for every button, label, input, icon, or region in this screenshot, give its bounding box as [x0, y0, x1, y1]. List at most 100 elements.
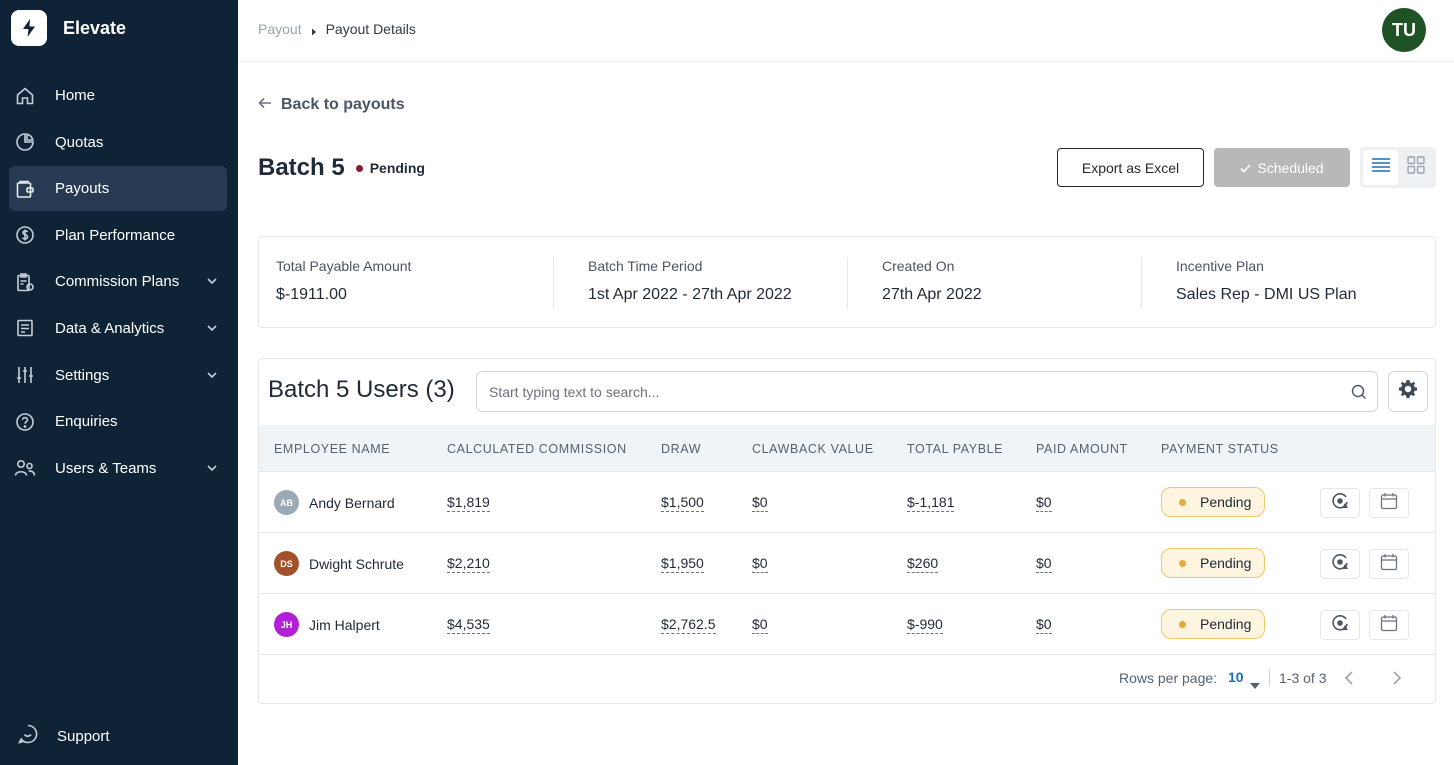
page-range: 1-3 of 3: [1279, 670, 1327, 686]
employee-name: Andy Bernard: [309, 494, 395, 511]
calendar-icon: [1380, 614, 1398, 637]
table-pagination: Rows per page: 10 1-3 of 3: [259, 657, 1435, 703]
commission-value[interactable]: $2,210: [447, 555, 490, 573]
sidebar-item-data-analytics[interactable]: Data & Analytics: [9, 306, 227, 351]
rows-per-page-label: Rows per page:: [1119, 670, 1218, 686]
status-badge: Pending: [369, 160, 425, 176]
refresh-user-icon: [1330, 613, 1350, 638]
recalculate-button[interactable]: [1320, 549, 1360, 579]
column-header-employee-name[interactable]: EMPLOYEE NAME: [274, 442, 391, 456]
sidebar-item-commission-plans[interactable]: Commission Plans: [9, 259, 227, 304]
list-icon: [1371, 157, 1391, 178]
sidebar-item-quotas[interactable]: Quotas: [9, 120, 227, 165]
recalculate-button[interactable]: [1320, 488, 1360, 518]
calendar-button[interactable]: [1369, 488, 1409, 518]
employee-cell: JH Jim Halpert: [274, 612, 380, 637]
page-title-area: Batch 5 Pending: [258, 154, 425, 182]
total-payable-value[interactable]: $-1,181: [907, 494, 955, 512]
draw-value[interactable]: $2,762.5: [661, 616, 716, 634]
total-payable-value[interactable]: $-990: [907, 616, 943, 634]
avatar: AB: [274, 490, 299, 515]
previous-page-button[interactable]: [1344, 670, 1354, 691]
summary-incentive-plan: Incentive Plan Sales Rep - DMI US Plan: [1141, 237, 1435, 327]
recalculate-button[interactable]: [1320, 610, 1360, 640]
clawback-value[interactable]: $0: [752, 616, 768, 634]
search-icon[interactable]: [1351, 384, 1367, 400]
paid-amount-value[interactable]: $0: [1036, 555, 1052, 573]
sidebar-nav: Home Quotas Payouts Plan Performance Com…: [9, 73, 227, 492]
list-view-button[interactable]: [1363, 150, 1398, 185]
next-page-button[interactable]: [1392, 670, 1402, 691]
commission-value[interactable]: $1,819: [447, 494, 490, 512]
batch-users-card: Batch 5 Users (3) EMPLOYEE NAME CALCULAT…: [258, 358, 1436, 704]
payment-status-badge: Pending: [1161, 609, 1265, 639]
gear-icon: [1398, 379, 1418, 404]
employee-cell: AB Andy Bernard: [274, 490, 395, 515]
column-header-clawback-value[interactable]: CLAWBACK VALUE: [752, 442, 874, 456]
sidebar-item-settings[interactable]: Settings: [9, 353, 227, 398]
refresh-user-icon: [1330, 491, 1350, 516]
brand[interactable]: Elevate: [11, 10, 126, 46]
column-header-payment-status[interactable]: PAYMENT STATUS: [1161, 442, 1279, 456]
employee-name: Jim Halpert: [309, 616, 380, 633]
calendar-button[interactable]: [1369, 610, 1409, 640]
payment-status-badge: Pending: [1161, 548, 1265, 578]
scheduled-button[interactable]: Scheduled: [1214, 148, 1350, 187]
chevron-down-icon: [205, 321, 219, 335]
breadcrumb: Payout Payout Details: [258, 21, 416, 37]
table-header: EMPLOYEE NAME CALCULATED COMMISSION DRAW…: [259, 425, 1435, 472]
export-excel-button[interactable]: Export as Excel: [1057, 148, 1204, 187]
check-icon: [1240, 160, 1251, 176]
chevron-down-icon: [205, 461, 219, 475]
caret-down-icon[interactable]: [1250, 676, 1260, 694]
sidebar-item-home[interactable]: Home: [9, 73, 227, 118]
avatar: JH: [274, 612, 299, 637]
paid-amount-value[interactable]: $0: [1036, 616, 1052, 634]
home-icon: [14, 85, 36, 107]
search-box: [476, 371, 1378, 412]
draw-value[interactable]: $1,500: [661, 494, 704, 512]
caret-right-icon: [310, 24, 318, 36]
dollar-circle-icon: [14, 224, 36, 246]
chat-bubble-icon: [17, 723, 39, 750]
back-to-payouts-link[interactable]: Back to payouts: [258, 96, 405, 114]
search-input[interactable]: [477, 372, 1337, 411]
table-settings-button[interactable]: [1388, 371, 1428, 412]
users-section-title: Batch 5 Users (3): [268, 376, 455, 403]
sidebar-item-payouts[interactable]: Payouts: [9, 166, 227, 212]
sidebar-item-users-teams[interactable]: Users & Teams: [9, 446, 227, 491]
status-dot: [1179, 620, 1186, 628]
breadcrumb-payout-link[interactable]: Payout: [258, 21, 302, 37]
calendar-icon: [1380, 553, 1398, 576]
wallet-icon: [14, 178, 36, 200]
column-header-draw[interactable]: DRAW: [661, 442, 702, 456]
column-header-paid-amount[interactable]: PAID AMOUNT: [1036, 442, 1128, 456]
grid-icon: [1406, 156, 1425, 179]
clawback-value[interactable]: $0: [752, 555, 768, 573]
draw-value[interactable]: $1,950: [661, 555, 704, 573]
page-title: Batch 5: [258, 154, 345, 181]
paid-amount-value[interactable]: $0: [1036, 494, 1052, 512]
sidebar: Elevate Home Quotas Payouts Plan Perform…: [0, 0, 238, 765]
pie-chart-icon: [14, 131, 36, 153]
column-header-total-payble[interactable]: TOTAL PAYBLE: [907, 442, 1004, 456]
user-avatar[interactable]: TU: [1382, 8, 1426, 52]
column-header-calculated-commission[interactable]: CALCULATED COMMISSION: [447, 442, 627, 456]
clawback-value[interactable]: $0: [752, 494, 768, 512]
commission-value[interactable]: $4,535: [447, 616, 490, 634]
grid-view-button[interactable]: [1398, 150, 1433, 185]
avatar: DS: [274, 551, 299, 576]
table-row: DS Dwight Schrute $2,210 $1,950 $0 $260 …: [259, 533, 1435, 594]
support-link[interactable]: Support: [17, 723, 110, 750]
question-icon: [14, 411, 36, 433]
chevron-down-icon: [205, 274, 219, 288]
sidebar-item-enquiries[interactable]: Enquiries: [9, 399, 227, 444]
divider: [1269, 669, 1270, 687]
document-icon: [14, 317, 36, 339]
sidebar-item-plan-performance[interactable]: Plan Performance: [9, 213, 227, 258]
total-payable-value[interactable]: $260: [907, 555, 939, 573]
calendar-button[interactable]: [1369, 549, 1409, 579]
rows-per-page-select[interactable]: 10: [1228, 669, 1244, 685]
calendar-icon: [1380, 492, 1398, 515]
refresh-user-icon: [1330, 552, 1350, 577]
